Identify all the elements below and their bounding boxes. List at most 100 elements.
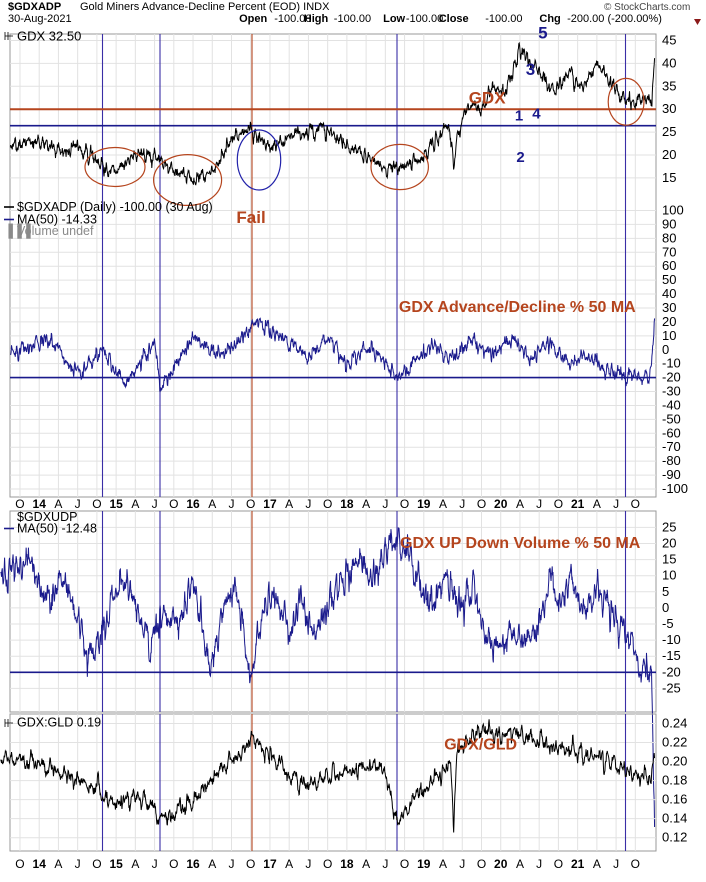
svg-text:Fail: Fail — [236, 208, 265, 227]
svg-text:J: J — [459, 497, 465, 511]
svg-text:19: 19 — [417, 857, 431, 871]
svg-text:20: 20 — [494, 497, 508, 511]
svg-text:O: O — [246, 857, 255, 871]
svg-text:15: 15 — [109, 497, 123, 511]
svg-text:45: 45 — [662, 33, 676, 48]
svg-text:Close: Close — [439, 13, 469, 25]
svg-text:1: 1 — [515, 108, 523, 125]
svg-text:A: A — [208, 497, 216, 511]
svg-text:60: 60 — [662, 258, 676, 273]
svg-text:Gold Miners Advance-Decline Pe: Gold Miners Advance-Decline Percent (EOD… — [80, 1, 330, 13]
svg-text:-80: -80 — [662, 453, 681, 468]
svg-text:-15: -15 — [662, 648, 681, 663]
svg-text:-10: -10 — [662, 632, 681, 647]
svg-text:-60: -60 — [662, 425, 681, 440]
svg-text:J: J — [75, 497, 81, 511]
svg-text:35: 35 — [662, 78, 676, 93]
svg-text:-30: -30 — [662, 384, 681, 399]
svg-text:5: 5 — [538, 23, 547, 42]
svg-text:50: 50 — [662, 272, 676, 287]
svg-text:14: 14 — [33, 857, 47, 871]
svg-text:O: O — [323, 497, 332, 511]
svg-text:J: J — [536, 497, 542, 511]
svg-text:16: 16 — [186, 857, 200, 871]
svg-text:0.18: 0.18 — [662, 773, 687, 788]
svg-text:A: A — [285, 497, 293, 511]
svg-text:J: J — [459, 857, 465, 871]
svg-text:Low: Low — [383, 13, 405, 25]
svg-text:Volume undef: Volume undef — [17, 224, 94, 238]
svg-text:20: 20 — [662, 536, 676, 551]
svg-text:-100.00: -100.00 — [485, 13, 522, 25]
svg-text:-200.00 (-200.00%): -200.00 (-200.00%) — [567, 13, 662, 25]
svg-text:-25: -25 — [662, 680, 681, 695]
svg-text:10: 10 — [662, 568, 676, 583]
svg-text:J: J — [305, 857, 311, 871]
svg-text:18: 18 — [340, 497, 354, 511]
svg-text:21: 21 — [571, 497, 585, 511]
svg-text:Open: Open — [239, 13, 267, 25]
svg-text:25: 25 — [662, 519, 676, 534]
svg-text:-5: -5 — [662, 616, 674, 631]
svg-text:A: A — [516, 497, 524, 511]
svg-text:15: 15 — [662, 552, 676, 567]
svg-text:GDX:GLD 0.19: GDX:GLD 0.19 — [17, 716, 101, 730]
svg-text:20: 20 — [662, 314, 676, 329]
svg-text:14: 14 — [33, 497, 47, 511]
svg-text:GDX UP Down Volume % 50 MA: GDX UP Down Volume % 50 MA — [400, 535, 641, 552]
svg-text:O: O — [631, 857, 640, 871]
svg-text:90: 90 — [662, 216, 676, 231]
svg-text:-10: -10 — [662, 356, 681, 371]
svg-text:A: A — [362, 857, 370, 871]
svg-text:18: 18 — [340, 857, 354, 871]
svg-text:High: High — [304, 13, 329, 25]
svg-text:O: O — [400, 497, 409, 511]
svg-text:GDX Advance/Decline % 50 MA: GDX Advance/Decline % 50 MA — [399, 299, 636, 316]
svg-text:$GDXADP: $GDXADP — [8, 1, 61, 13]
svg-text:-40: -40 — [662, 397, 681, 412]
svg-text:A: A — [593, 857, 601, 871]
svg-text:O: O — [554, 857, 563, 871]
svg-text:20: 20 — [662, 147, 676, 162]
svg-text:21: 21 — [571, 857, 585, 871]
svg-text:-100.00: -100.00 — [334, 13, 371, 25]
svg-text:O: O — [631, 497, 640, 511]
svg-text:J: J — [229, 497, 235, 511]
svg-text:J: J — [613, 857, 619, 871]
svg-text:J: J — [536, 857, 542, 871]
svg-text:100: 100 — [662, 203, 684, 218]
svg-text:A: A — [439, 497, 447, 511]
svg-text:A: A — [131, 497, 139, 511]
svg-text:-20: -20 — [662, 370, 681, 385]
svg-text:25: 25 — [662, 124, 676, 139]
svg-text:J: J — [229, 857, 235, 871]
svg-text:0.20: 0.20 — [662, 754, 687, 769]
svg-text:O: O — [477, 857, 486, 871]
svg-text:A: A — [285, 857, 293, 871]
svg-text:MA(50) -12.48: MA(50) -12.48 — [17, 522, 97, 536]
svg-text:O: O — [92, 497, 101, 511]
svg-text:O: O — [169, 497, 178, 511]
svg-text:2: 2 — [516, 149, 524, 166]
svg-text:A: A — [54, 497, 62, 511]
svg-text:16: 16 — [186, 497, 200, 511]
svg-text:O: O — [554, 497, 563, 511]
svg-text:GDX: GDX — [469, 88, 507, 107]
svg-text:0: 0 — [662, 342, 669, 357]
svg-text:4: 4 — [532, 105, 541, 122]
svg-text:A: A — [593, 497, 601, 511]
svg-text:O: O — [323, 857, 332, 871]
svg-text:A: A — [516, 857, 524, 871]
svg-text:O: O — [92, 857, 101, 871]
svg-text:15: 15 — [109, 857, 123, 871]
svg-text:30-Aug-2021: 30-Aug-2021 — [8, 13, 72, 25]
svg-text:80: 80 — [662, 230, 676, 245]
svg-text:GDX/GLD: GDX/GLD — [444, 736, 517, 753]
svg-text:J: J — [75, 857, 81, 871]
svg-text:0.12: 0.12 — [662, 830, 687, 845]
svg-text:19: 19 — [417, 497, 431, 511]
svg-text:-50: -50 — [662, 411, 681, 426]
svg-text:A: A — [439, 857, 447, 871]
svg-text:0.14: 0.14 — [662, 811, 687, 826]
svg-text:30: 30 — [662, 101, 676, 116]
